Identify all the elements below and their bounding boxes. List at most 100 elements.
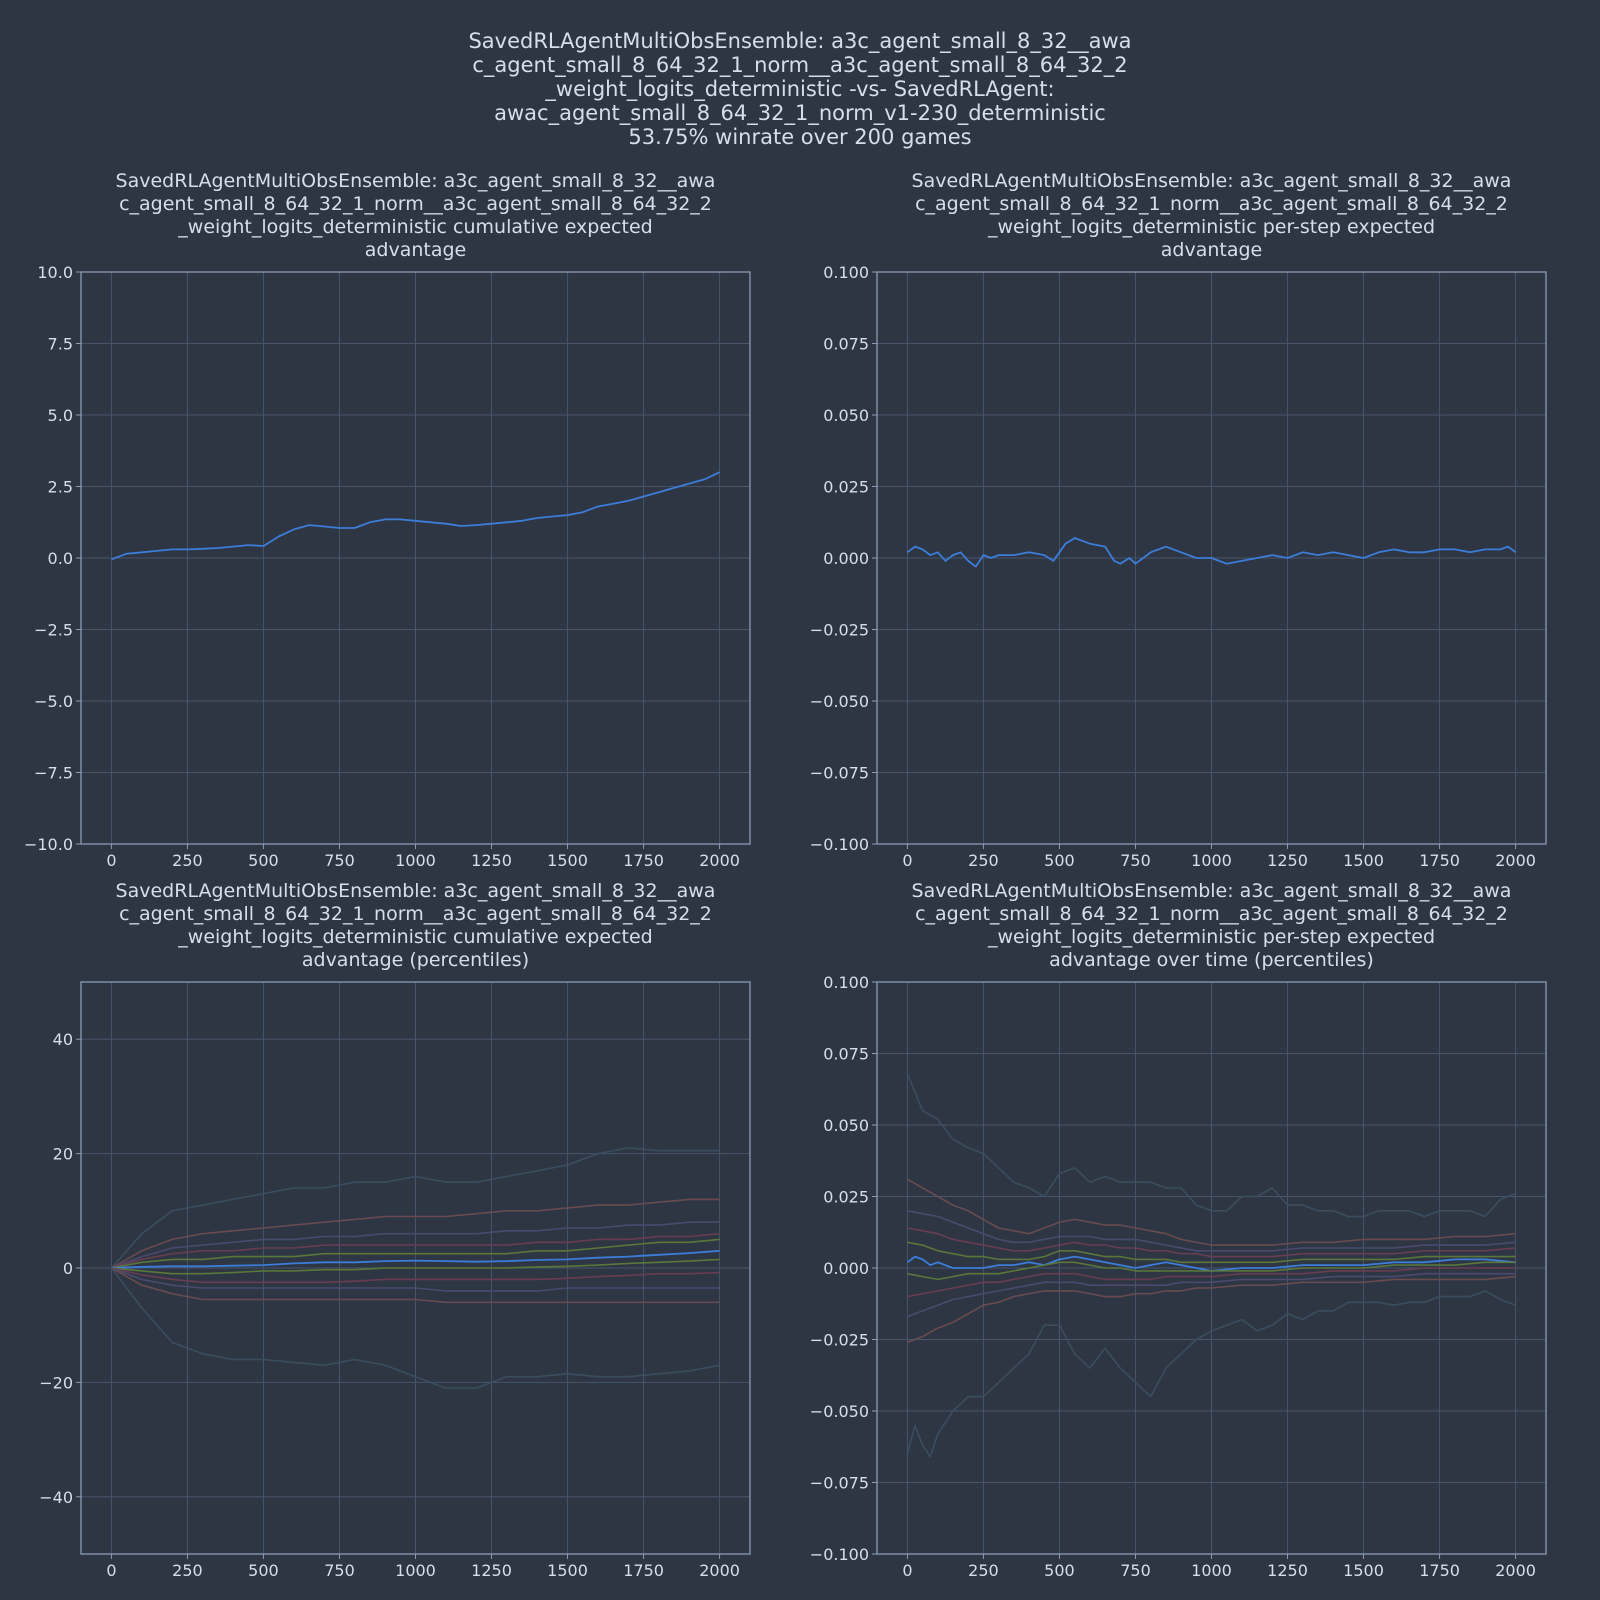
series-line — [111, 1267, 720, 1292]
x-tick-label: 1000 — [395, 1561, 436, 1580]
subplot-grid: SavedRLAgentMultiObsEnsemble: a3c_agent_… — [24, 170, 1547, 1580]
x-tick-label: 500 — [1044, 1561, 1075, 1580]
series-line — [906, 1255, 1516, 1272]
y-tick-label: 5.0 — [48, 406, 73, 425]
y-tick-label: −0.100 — [810, 835, 869, 854]
x-tick-label: 1000 — [395, 851, 436, 870]
subplot-title-line: c_agent_small_8_64_32_1_norm__a3c_agent_… — [915, 903, 1508, 925]
subplot-title-line: _weight_logits_deterministic cumulative … — [177, 216, 652, 238]
x-tick-label: 750 — [324, 851, 355, 870]
subplot-title-line: c_agent_small_8_64_32_1_norm__a3c_agent_… — [119, 193, 712, 215]
series-line — [907, 1275, 1516, 1344]
series-line — [111, 1249, 720, 1269]
suptitle-line-1: SavedRLAgentMultiObsEnsemble: a3c_agent_… — [468, 29, 1131, 54]
x-tick-label: 2000 — [699, 851, 740, 870]
x-tick-label: 750 — [1120, 851, 1151, 870]
series-line — [111, 1232, 720, 1269]
y-tick-label: 0.075 — [823, 1045, 869, 1064]
x-tick-label: 1500 — [1343, 851, 1384, 870]
y-tick-label: 10.0 — [37, 263, 73, 282]
suptitle: SavedRLAgentMultiObsEnsemble: a3c_agent_… — [468, 29, 1131, 149]
y-tick-label: 0.100 — [823, 263, 869, 282]
y-tick-label: 0.100 — [823, 973, 869, 992]
x-tick-label: 500 — [248, 1561, 279, 1580]
series-line — [110, 1147, 720, 1269]
x-tick-label: 500 — [1044, 851, 1075, 870]
y-tick-label: −2.5 — [34, 621, 73, 640]
x-tick-label: 250 — [172, 1561, 203, 1580]
x-tick-label: 1750 — [623, 851, 664, 870]
x-tick-label: 1250 — [471, 851, 512, 870]
series-line — [906, 537, 1517, 568]
series-line — [111, 1198, 720, 1269]
subplot-2: SavedRLAgentMultiObsEnsemble: a3c_agent_… — [810, 170, 1547, 870]
subplot-3: SavedRLAgentMultiObsEnsemble: a3c_agent_… — [39, 880, 751, 1580]
y-tick-label: −7.5 — [34, 764, 73, 783]
x-tick-label: 1500 — [1343, 1561, 1384, 1580]
x-tick-label: 0 — [902, 851, 912, 870]
x-tick-label: 0 — [106, 851, 116, 870]
y-tick-label: −0.025 — [810, 621, 869, 640]
subplot-1: SavedRLAgentMultiObsEnsemble: a3c_agent_… — [24, 170, 751, 870]
x-tick-label: 250 — [172, 851, 203, 870]
y-tick-label: −0.050 — [810, 1402, 869, 1421]
subplot-title-line: _weight_logits_deterministic cumulative … — [177, 926, 652, 948]
y-tick-label: 40 — [53, 1030, 73, 1049]
y-tick-label: −0.075 — [810, 1474, 869, 1493]
series-line — [907, 1178, 1516, 1246]
y-tick-label: 0.0 — [48, 549, 73, 568]
series-line — [111, 1238, 720, 1269]
x-tick-label: 750 — [1120, 1561, 1151, 1580]
y-tick-label: 0 — [63, 1259, 73, 1278]
x-tick-label: 0 — [106, 1561, 116, 1580]
y-tick-label: −20 — [39, 1373, 73, 1392]
y-tick-label: 2.5 — [48, 478, 73, 497]
suptitle-line-3: _weight_logits_deterministic -vs- SavedR… — [544, 77, 1054, 102]
y-tick-label: −40 — [39, 1488, 73, 1507]
x-tick-label: 1750 — [1419, 851, 1460, 870]
x-tick-label: 1250 — [1267, 851, 1308, 870]
subplot-title-line: c_agent_small_8_64_32_1_norm__a3c_agent_… — [119, 903, 712, 925]
series-line — [110, 1267, 720, 1389]
series-line — [111, 1267, 720, 1304]
x-tick-label: 500 — [248, 851, 279, 870]
x-tick-label: 2000 — [1495, 1561, 1536, 1580]
y-tick-label: 0.000 — [823, 1259, 869, 1278]
x-tick-label: 250 — [968, 1561, 999, 1580]
x-tick-label: 1500 — [547, 851, 588, 870]
y-tick-label: −0.100 — [810, 1545, 869, 1564]
y-tick-label: −0.075 — [810, 764, 869, 783]
series-line — [906, 1073, 1516, 1218]
series-group — [906, 1073, 1516, 1458]
y-tick-label: 0.000 — [823, 549, 869, 568]
series-group — [111, 471, 720, 561]
suptitle-line-4: awac_agent_small_8_64_32_1_norm_v1-230_d… — [494, 101, 1106, 126]
suptitle-winrate: 53.75% winrate over 200 games — [628, 125, 971, 149]
subplot-title-line: SavedRLAgentMultiObsEnsemble: a3c_agent_… — [912, 170, 1512, 192]
x-tick-label: 1500 — [547, 1561, 588, 1580]
series-line — [906, 1290, 1516, 1458]
y-tick-label: −0.025 — [810, 1331, 869, 1350]
x-tick-label: 2000 — [1495, 851, 1536, 870]
y-tick-label: 0.025 — [823, 1188, 869, 1207]
subplot-title-line: c_agent_small_8_64_32_1_norm__a3c_agent_… — [915, 193, 1508, 215]
series-line — [111, 471, 720, 561]
x-tick-label: 1000 — [1191, 1561, 1232, 1580]
series-line — [907, 1261, 1516, 1281]
y-tick-label: −10.0 — [24, 835, 73, 854]
series-group — [110, 1147, 720, 1389]
y-tick-label: 0.075 — [823, 335, 869, 354]
subplot-title-line: advantage (percentiles) — [302, 949, 529, 971]
y-tick-label: −0.050 — [810, 692, 869, 711]
x-tick-label: 1000 — [1191, 851, 1232, 870]
subplot-4: SavedRLAgentMultiObsEnsemble: a3c_agent_… — [810, 880, 1547, 1580]
subplot-title-line: _weight_logits_deterministic per-step ex… — [987, 926, 1435, 948]
subplot-title-line: advantage over time (percentiles) — [1049, 949, 1374, 971]
x-tick-label: 0 — [902, 1561, 912, 1580]
series-line — [111, 1221, 720, 1269]
subplot-title-line: SavedRLAgentMultiObsEnsemble: a3c_agent_… — [912, 880, 1512, 902]
x-tick-label: 1750 — [1419, 1561, 1460, 1580]
series-line — [907, 1210, 1516, 1252]
series-line — [111, 1258, 720, 1275]
